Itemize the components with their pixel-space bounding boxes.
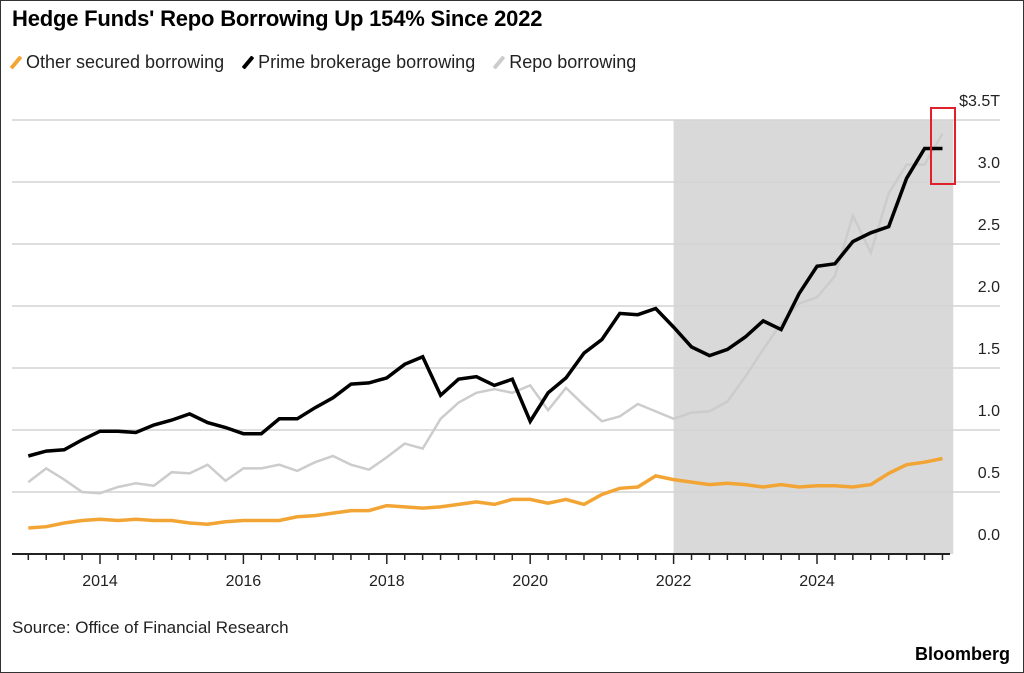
source-note: Source: Office of Financial Research: [12, 618, 289, 637]
y-tick-label: 2.0: [978, 279, 1000, 296]
legend: Other secured borrowing Prime brokerage …: [9, 52, 637, 73]
legend-item-other-secured: Other secured borrowing: [9, 52, 225, 73]
legend-label: Prime brokerage borrowing: [258, 52, 476, 72]
y-tick-label: 2.5: [978, 217, 1000, 234]
x-tick-label: 2014: [82, 573, 118, 590]
x-tick-label: 2024: [799, 573, 835, 590]
x-tick-label: 2022: [656, 573, 692, 590]
shaded-region: [673, 120, 954, 554]
bloomberg-logo: Bloomberg: [914, 644, 1010, 664]
highlight-box: [930, 107, 956, 185]
y-tick-label: 1.0: [978, 403, 1000, 420]
x-tick-label: 2018: [369, 573, 405, 590]
y-tick-label: 0.0: [978, 527, 1000, 544]
y-tick-label: 0.5: [978, 465, 1000, 482]
y-tick-label: 3.0: [978, 155, 1000, 172]
x-tick-label: 2016: [226, 573, 262, 590]
legend-item-repo: Repo borrowing: [492, 52, 637, 73]
series-line-other-secured-borrowing: [28, 456, 943, 530]
chart-title: Hedge Funds' Repo Borrowing Up 154% Sinc…: [12, 6, 543, 31]
y-tick-label: 1.5: [978, 341, 1000, 358]
series-line-prime-brokerage-borrowing: [27, 146, 943, 458]
legend-label: Repo borrowing: [509, 52, 637, 72]
legend-label: Other secured borrowing: [26, 52, 225, 72]
x-tick-label: 2020: [512, 573, 548, 590]
legend-item-prime-brokerage: Prime brokerage borrowing: [241, 52, 476, 73]
y-tick-label: $3.5T: [959, 93, 1000, 110]
